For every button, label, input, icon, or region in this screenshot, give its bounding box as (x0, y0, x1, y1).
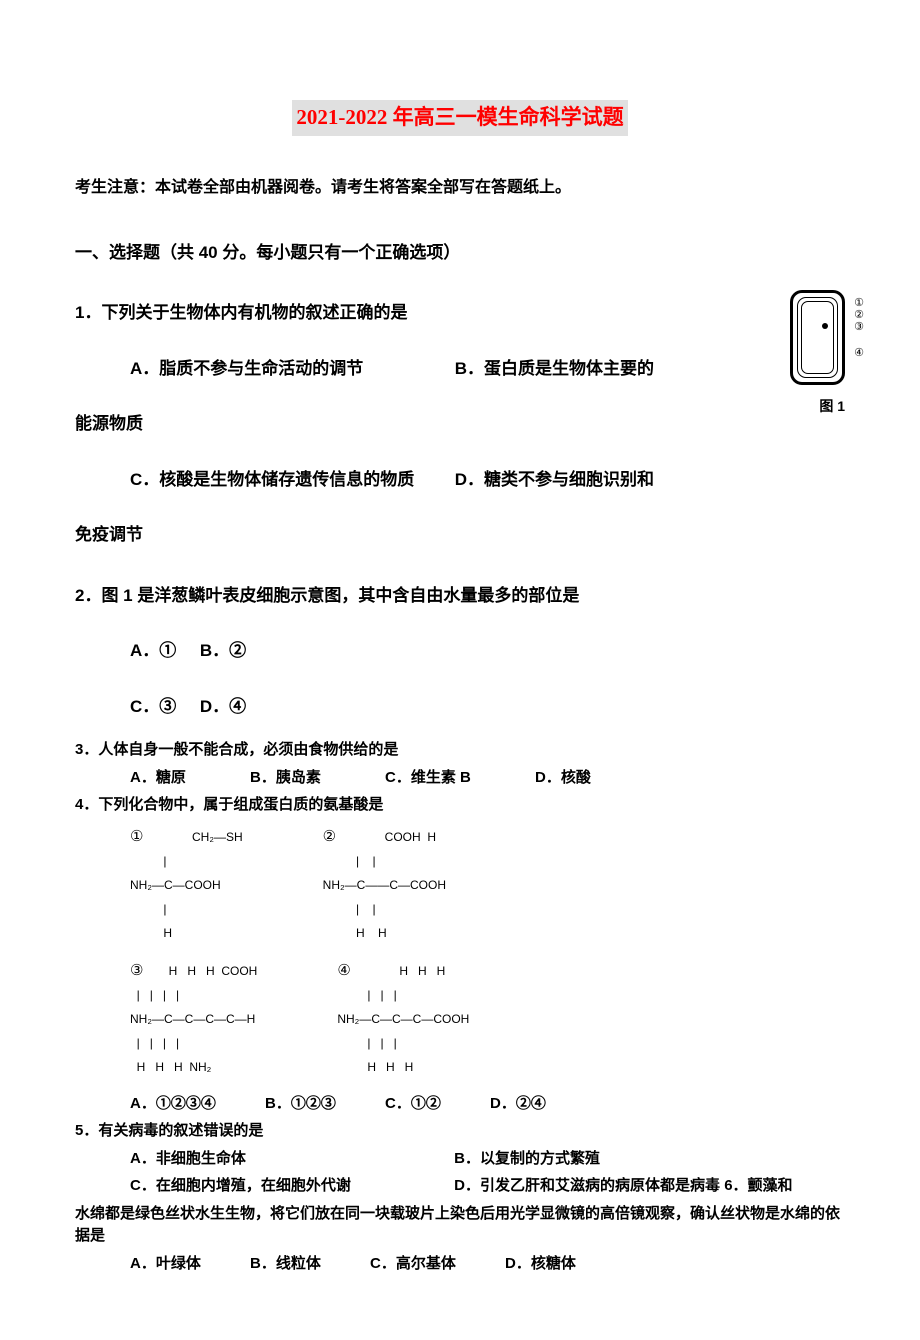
q1-opts-ab: A．脂质不参与生命活动的调节 B．蛋白质是生物体主要的 (75, 356, 845, 382)
q6-opt-c: C．高尔基体 (370, 1253, 456, 1276)
q3-stem: 3．人体自身一般不能合成，必须由食物供给的是 (75, 739, 845, 762)
q5-opt-c: C．在细胞内增殖，在细胞外代谢 (130, 1175, 450, 1198)
figure-1-label-2: ② (854, 309, 864, 321)
exam-notice: 考生注意：本试卷全部由机器阅卷。请考生将答案全部写在答题纸上。 (75, 176, 845, 200)
q2-opts-ab: A．① B．② (75, 638, 845, 664)
figure-1-caption: 图 1 (765, 396, 845, 417)
q2-opt-b: B．② (200, 641, 246, 660)
figure-1-label-4: ④ (854, 347, 864, 359)
q3-opt-b: B．胰岛素 (250, 767, 321, 790)
q5-opt-a: A．非细胞生命体 (130, 1148, 450, 1171)
q4-structures: ① CH₂—SH | NH₂—C—COOH | H ② COOH H | | N… (75, 825, 845, 1079)
q5-stem: 5．有关病毒的叙述错误的是 (75, 1120, 845, 1143)
q6-stem-prefix: 6．颤藻和 (724, 1177, 792, 1194)
figure-1: ① ② ③ ④ 图 1 (765, 290, 845, 417)
q2-opt-a: A．① (130, 641, 176, 660)
q6-opts: A．叶绿体 B．线粒体 C．高尔基体 D．核糖体 (75, 1253, 845, 1276)
figure-1-label-3: ③ (854, 321, 864, 333)
q4-chem-4: ④ H H H | | | NH₂—C—C—C—COOH | | | H H H (337, 959, 469, 1079)
figure-1-cell: ① ② ③ ④ (790, 290, 845, 385)
q3-opt-c: C．维生素 B (385, 767, 471, 790)
q3-opt-d: D．核酸 (535, 767, 591, 790)
q2-stem: 2．图 1 是洋葱鳞叶表皮细胞示意图，其中含自由水量最多的部位是 (75, 583, 845, 609)
q1-opts-cd: C．核酸是生物体储存遗传信息的物质 D．糖类不参与细胞识别和 (75, 467, 845, 493)
q4-opt-d: D．②④ (490, 1093, 546, 1116)
q4-opts: A．①②③④ B．①②③ C．①② D．②④ (75, 1093, 845, 1116)
q1-opt-d: D．糖类不参与细胞识别和 (455, 470, 654, 489)
q1-stem: 1．下列关于生物体内有机物的叙述正确的是 (75, 300, 845, 326)
q5-opt-b: B．以复制的方式繁殖 (454, 1150, 600, 1167)
q5-opt-d: D．引发乙肝和艾滋病的病原体都是病毒 (454, 1177, 720, 1194)
q6-opt-a: A．叶绿体 (130, 1253, 201, 1276)
q3-opt-a: A．糖原 (130, 767, 186, 790)
q4-stem: 4．下列化合物中，属于组成蛋白质的氨基酸是 (75, 794, 845, 817)
q4-chem-1: ① CH₂—SH | NH₂—C—COOH | H (130, 825, 243, 945)
q1-cont1: 能源物质 (75, 411, 845, 437)
q6-stem-rest: 水绵都是绿色丝状水生生物，将它们放在同一块载玻片上染色后用光学显微镜的高倍镜观察… (75, 1203, 845, 1248)
q6-opt-d: D．核糖体 (505, 1253, 576, 1276)
q3-opts: A．糖原 B．胰岛素 C．维生素 B D．核酸 (75, 767, 845, 790)
q2-opt-d: D．④ (200, 697, 246, 716)
title-wrap: 2021-2022 年高三一模生命科学试题 (75, 100, 845, 136)
q4-chem-3: ③ H H H COOH | | | | NH₂—C—C—C—C—H | | |… (130, 959, 257, 1079)
q6-opt-b: B．线粒体 (250, 1253, 321, 1276)
q4-opt-a: A．①②③④ (130, 1093, 216, 1116)
q4-opt-b: B．①②③ (265, 1093, 336, 1116)
q1-opt-a: A．脂质不参与生命活动的调节 (130, 356, 450, 382)
q4-chem-2: ② COOH H | | NH₂—C——C—COOH | | H H (323, 825, 446, 945)
q1-cont2: 免疫调节 (75, 522, 845, 548)
q5-opts: A．非细胞生命体 B．以复制的方式繁殖 C．在细胞内增殖，在细胞外代谢 D．引发… (75, 1148, 845, 1198)
q1-opt-b: B．蛋白质是生物体主要的 (455, 359, 654, 378)
q4-opt-c: C．①② (385, 1093, 441, 1116)
q2-opts-cd: C．③ D．④ (75, 694, 845, 720)
figure-1-label-1: ① (854, 297, 864, 309)
q2-opt-c: C．③ (130, 697, 176, 716)
q1-opt-c: C．核酸是生物体储存遗传信息的物质 (130, 467, 450, 493)
page-title: 2021-2022 年高三一模生命科学试题 (292, 100, 627, 136)
section-1-header: 一、选择题（共 40 分。每小题只有一个正确选项） (75, 240, 845, 266)
